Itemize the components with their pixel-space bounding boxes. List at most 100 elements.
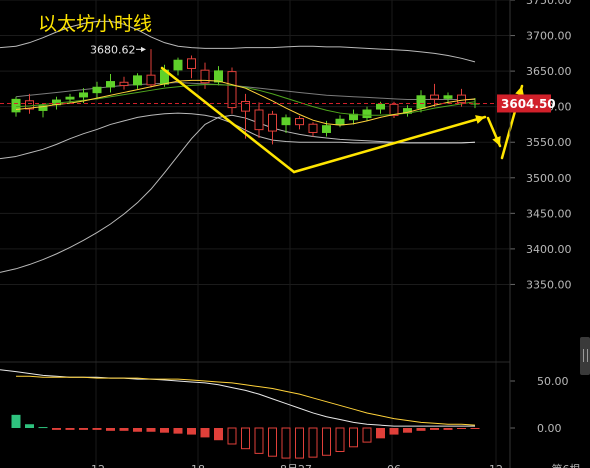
candle-body <box>457 94 466 104</box>
macd-dif-line <box>15 371 475 427</box>
macd-bar <box>214 428 223 441</box>
macd-bar <box>11 414 21 428</box>
candle-body <box>362 109 372 119</box>
price-tick-label: 3550.00 <box>526 136 572 149</box>
macd-bar <box>349 427 358 448</box>
chart-title: 以太坊小时线 <box>38 13 152 35</box>
macd-bar <box>160 428 169 433</box>
candle-body <box>241 100 250 112</box>
macd-bar <box>430 428 439 430</box>
candle-body <box>25 100 34 110</box>
candle-body <box>200 69 210 84</box>
candle-body <box>11 98 21 113</box>
macd-bar <box>376 428 385 439</box>
candle-body <box>430 94 439 100</box>
macd-tick-label: 50.00 <box>537 375 569 388</box>
last-price-tag: 3604.50 <box>497 94 556 113</box>
macd-bar <box>295 427 304 459</box>
ma-fast-line <box>15 79 476 126</box>
time-tick-label: 12 <box>489 463 503 468</box>
grip-icon[interactable] <box>580 337 590 375</box>
candle-body <box>376 103 385 110</box>
macd-bar <box>133 428 142 432</box>
macd-bar <box>65 428 75 430</box>
candle-body <box>119 81 129 87</box>
macd-bar <box>52 428 61 430</box>
price-tick-label: 3450.00 <box>526 207 572 220</box>
macd-dif-edge <box>0 369 17 373</box>
macd-bar <box>254 427 264 454</box>
macd-bar <box>200 428 210 438</box>
time-tick-label: 06 <box>387 463 401 468</box>
candle-body <box>92 86 102 94</box>
candle-body <box>389 103 399 116</box>
macd-bar <box>335 427 345 452</box>
macd-bar <box>457 428 466 429</box>
macd-bar <box>119 428 129 431</box>
drop-arrow-head <box>492 135 501 146</box>
band-upper-line <box>15 20 476 63</box>
price-tick-label: 3400.00 <box>526 243 572 256</box>
candle-body <box>322 125 331 133</box>
macd-bar <box>92 428 102 430</box>
price-tick-label: 3750.00 <box>526 0 572 7</box>
macd-bar <box>403 428 412 433</box>
candle-body <box>227 71 237 109</box>
macd-bar <box>187 428 196 435</box>
candle-body <box>38 105 48 111</box>
macd-dea-line <box>16 375 476 426</box>
candle-body <box>187 58 196 69</box>
macd-bar <box>416 428 426 431</box>
price-axis: 3350.003400.003450.003500.003550.003600.… <box>509 0 572 468</box>
macd-tick-label: 0.00 <box>537 422 562 435</box>
high-annotation-label: 3680.62 <box>90 43 136 56</box>
candle-body <box>308 123 318 133</box>
macd-panel: 0.00 50.00 <box>0 369 569 459</box>
macd-bar <box>79 428 88 430</box>
macd-bar <box>25 424 34 428</box>
trend-down-line <box>160 66 296 174</box>
time-tick-label: 第6根 <box>552 462 581 468</box>
candle-body <box>403 108 412 114</box>
time-tick-label: 12 <box>91 463 105 468</box>
macd-bar <box>470 428 480 429</box>
macd-bar <box>308 427 318 458</box>
candle-body <box>416 95 426 109</box>
macd-bar <box>227 427 237 445</box>
candle-body <box>160 69 169 85</box>
candle-body <box>295 118 304 126</box>
candle-body <box>214 70 223 83</box>
candle-body <box>349 113 358 121</box>
time-axis: 12 18 8月27 06 12 第6根 <box>91 462 581 468</box>
candle-body <box>254 109 264 131</box>
price-tick-label: 3650.00 <box>526 65 572 78</box>
time-tick-label: 8月27 <box>280 463 312 468</box>
macd-bar <box>38 427 48 429</box>
macd-bar <box>362 427 372 443</box>
candle-body <box>268 113 277 132</box>
macd-bar <box>146 428 156 432</box>
high-annotation-arrowhead <box>141 46 146 52</box>
macd-bar <box>173 428 183 434</box>
macd-bar <box>443 428 453 430</box>
band-lower-edge <box>0 155 17 160</box>
moving-averages <box>0 79 497 126</box>
macd-bar <box>281 427 291 459</box>
price-tick-label: 3350.00 <box>526 278 572 291</box>
band-upper-edge <box>0 45 17 49</box>
macd-bar <box>322 427 331 456</box>
macd-bar <box>106 428 115 431</box>
last-price-label: 3604.50 <box>501 97 556 111</box>
macd-bar <box>241 427 250 450</box>
candle-body <box>335 118 345 126</box>
band-lower-outer-edge <box>0 268 17 273</box>
candle-body <box>173 59 183 71</box>
macd-bar <box>268 427 277 457</box>
price-tick-label: 3700.00 <box>526 30 572 43</box>
trend-up-arrow <box>292 115 487 174</box>
price-tick-label: 3500.00 <box>526 172 572 185</box>
trend-up-arrow-head <box>475 115 485 124</box>
candle-body <box>52 99 61 106</box>
